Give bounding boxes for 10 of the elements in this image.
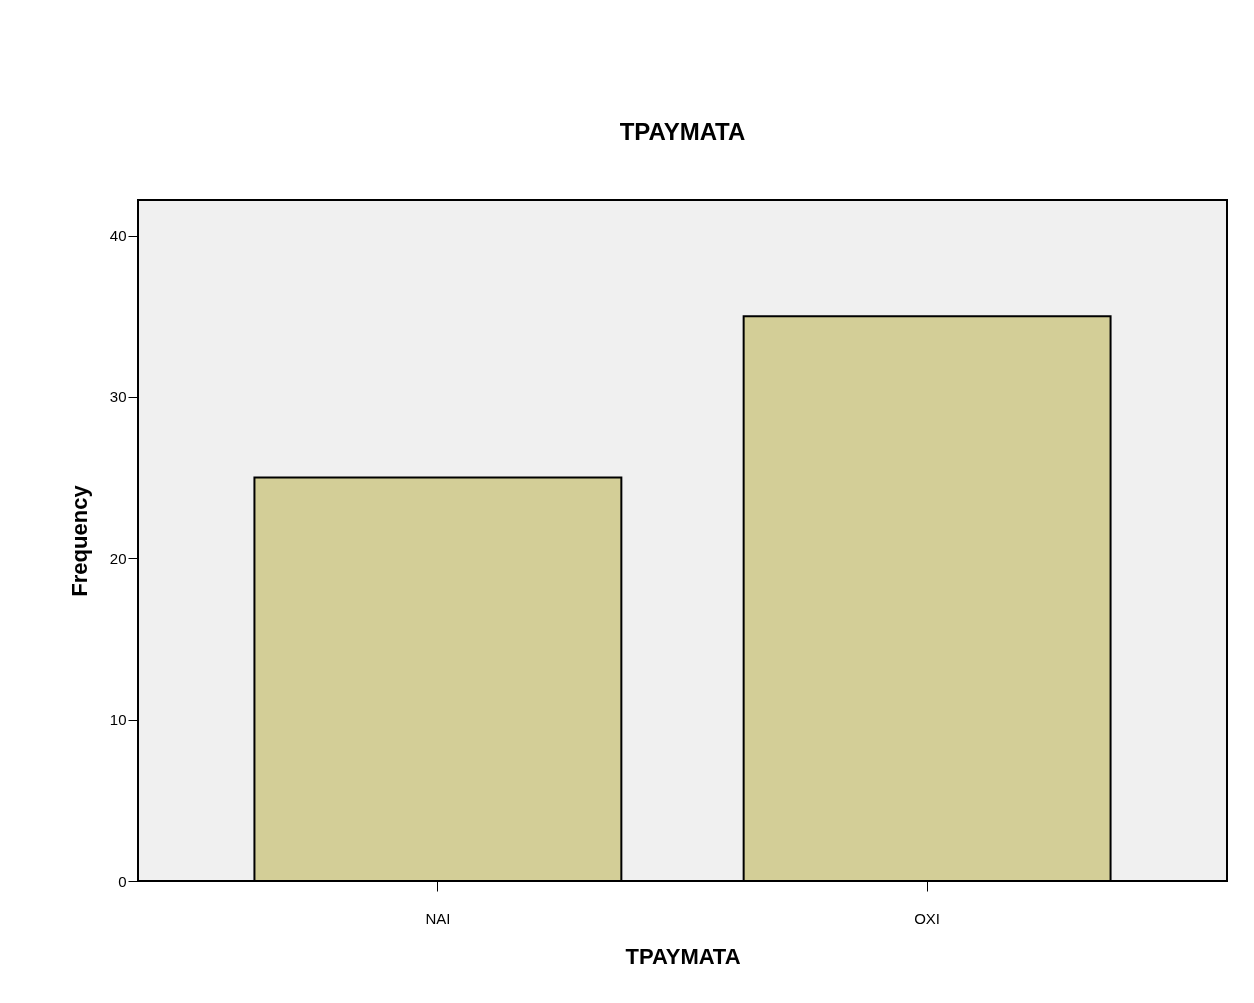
- chart-title: ΤΡΑΥΜΑΤΑ: [619, 118, 746, 145]
- y-tick-label: 20: [109, 549, 127, 567]
- x-tick-label: ΟΧΙ: [914, 909, 941, 927]
- y-tick-label: 0: [118, 872, 127, 890]
- x-axis-title: ΤΡΑΥΜΑΤΑ: [625, 943, 741, 969]
- x-tick-label: ΝΑΙ: [425, 909, 451, 927]
- y-tick-label: 30: [109, 388, 127, 406]
- y-axis-title: Frequency: [66, 484, 92, 597]
- y-tick-label: 10: [109, 711, 127, 729]
- y-tick-label: 40: [109, 227, 127, 244]
